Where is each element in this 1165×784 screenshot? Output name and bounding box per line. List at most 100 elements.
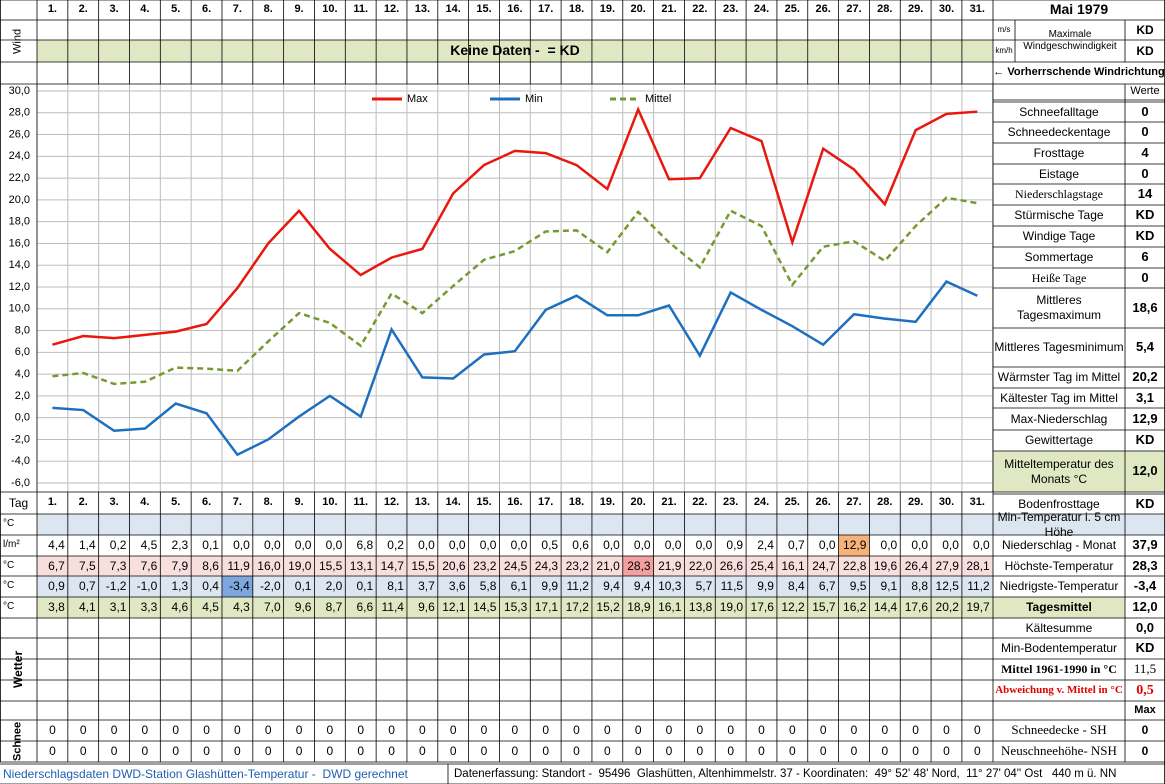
stat-value: 0 (1141, 103, 1149, 119)
cell: 0 (881, 744, 889, 758)
stat-label: Bodenfrosttage (1018, 496, 1100, 511)
cell: 0 (419, 744, 426, 758)
cell: 0 (388, 744, 395, 758)
line-series (52, 280, 978, 457)
cell: 0 (110, 744, 118, 758)
stat-label: Kältester Tag im Mittel (1000, 390, 1118, 405)
cell: 0,0 (633, 538, 651, 552)
cell: 0 (973, 744, 981, 758)
unit: °C (3, 559, 15, 571)
unit: °C (3, 580, 15, 592)
stat-value: 6 (1141, 249, 1149, 265)
stat-label: Mittleres Tagesmaximum (1016, 293, 1102, 322)
stat-label: Stürmische Tage (1014, 208, 1104, 222)
day-label: 10. (322, 496, 338, 509)
y-tick-label: 10,0 (9, 303, 30, 315)
wind-value: KD (1136, 22, 1154, 37)
cell: 10,3 (658, 579, 682, 593)
day-label: 28. (877, 496, 893, 509)
stat-label: Wärmster Tag im Mittel (997, 370, 1121, 384)
cell: 0 (419, 723, 426, 737)
cell: 5,8 (479, 579, 497, 593)
cell: 23,2 (565, 558, 589, 573)
day-label: 1. (47, 496, 57, 509)
cell: 0 (542, 723, 550, 737)
stat-value: 0 (1141, 165, 1149, 181)
day-label: 6. (201, 496, 212, 509)
footer-source: Niederschlagsdaten DWD-Station Glashütte… (3, 766, 408, 781)
cell: 12,5 (935, 579, 959, 593)
cell: 0 (850, 744, 858, 758)
cell: 0 (943, 723, 950, 737)
cell: -1,2 (105, 579, 127, 593)
cell: 16,1 (781, 558, 805, 573)
day-label: 5. (171, 496, 181, 509)
day-label: 13. (414, 3, 431, 16)
cell: 2,4 (757, 538, 774, 552)
cell: 0 (665, 744, 673, 758)
cell: 0,0 (880, 538, 898, 552)
cell-bg (993, 514, 1165, 535)
cell: 11,5 (720, 579, 744, 593)
footer-location: Datenerfassung: Standort - 95496 Glashüt… (454, 767, 1117, 780)
cell: 0 (295, 723, 303, 737)
cell: 8,6 (202, 558, 219, 573)
cell: 15,7 (812, 600, 836, 614)
day-label: 15. (476, 3, 492, 16)
stat-label: Sommertage (1024, 250, 1094, 264)
day-label: 28. (877, 3, 893, 16)
stat-label: Gewittertage (1024, 433, 1094, 447)
cell-bg (221, 576, 253, 597)
cell: 0 (234, 723, 241, 737)
cell: 4,4 (48, 538, 65, 552)
cell: 20,2 (935, 600, 959, 614)
day-label: 26. (815, 3, 831, 16)
day-label: 18. (568, 496, 585, 509)
cell: 8,7 (325, 600, 343, 614)
cell: 14,5 (473, 600, 497, 614)
cell: 18,9 (627, 600, 651, 614)
day-label: 25. (784, 3, 800, 16)
cell: 24,3 (534, 558, 559, 573)
cell: 19,7 (966, 600, 990, 614)
day-label: 7. (232, 3, 242, 16)
cell: 0 (696, 744, 704, 758)
cell: 0,0 (603, 538, 620, 552)
cell: 17,2 (565, 600, 589, 614)
cell: 11,9 (227, 558, 250, 573)
cell: 0,1 (294, 579, 312, 593)
cell: 12,2 (781, 600, 805, 614)
cell: 0,1 (202, 538, 219, 552)
cell: 1,3 (171, 579, 189, 593)
day-label: 24. (753, 496, 770, 509)
cell: 3,8 (48, 600, 65, 614)
title: Mai 1979 (1049, 1, 1109, 18)
cell: 0,7 (788, 538, 805, 552)
cell: 9,6 (294, 600, 312, 614)
cell: 0 (542, 744, 550, 758)
cell-bg (37, 576, 993, 597)
cell: 3,1 (109, 600, 127, 614)
day-label: 11. (353, 496, 369, 509)
row-label: Niedrigste-Temperatur (999, 579, 1119, 593)
cell: 0 (819, 744, 827, 758)
y-tick-label: -4,0 (11, 455, 30, 467)
cell: 15,5 (318, 558, 343, 573)
summary-label: Abweichung v. Mittel in °C (995, 683, 1123, 696)
cell: 0 (727, 744, 734, 758)
stat-value: 3,1 (1135, 389, 1155, 405)
y-tick-label: 20,0 (9, 194, 30, 206)
cell: 15,5 (411, 558, 435, 573)
cell: 15,3 (503, 600, 528, 614)
day-label: 20. (630, 3, 646, 16)
day-label: 22. (692, 3, 708, 16)
stat-label: Schneedeckentage (1007, 125, 1111, 139)
cell: 23,2 (473, 558, 497, 573)
cell: 0,0 (448, 538, 466, 552)
y-tick-label: 0,0 (15, 412, 30, 424)
cell: 0,2 (387, 538, 404, 552)
cell: 8,8 (911, 579, 929, 593)
stat-value: KD (1135, 228, 1155, 244)
unit: °C (3, 518, 15, 530)
day-label: 10. (322, 3, 338, 16)
